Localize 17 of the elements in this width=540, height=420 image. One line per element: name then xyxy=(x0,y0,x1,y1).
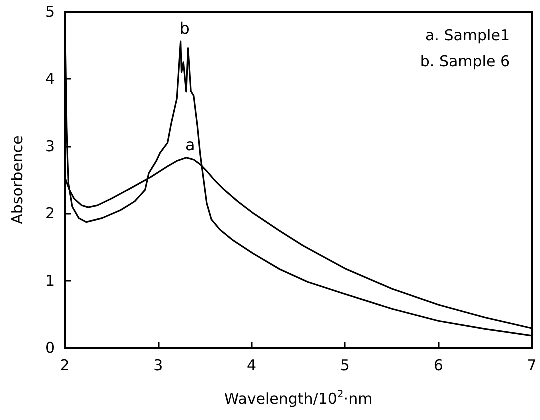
x-tick-label: 3 xyxy=(154,356,164,374)
x-tick-label: 4 xyxy=(247,356,257,374)
y-tick-label: 1 xyxy=(45,272,55,290)
x-tick-label: 6 xyxy=(434,356,444,374)
y-tick-label: 2 xyxy=(45,204,55,223)
x-tick-label: 7 xyxy=(527,356,537,374)
series-label: a xyxy=(186,135,196,154)
y-axis-title: Absorbence xyxy=(8,136,26,224)
annotation: b. Sample 6 xyxy=(420,52,510,70)
y-tick-label: 4 xyxy=(45,70,55,88)
x-tick-label: 2 xyxy=(60,356,70,374)
x-tick-label: 5 xyxy=(340,356,350,374)
y-tick-label: 5 xyxy=(45,3,55,21)
annotation: a. Sample1 xyxy=(425,26,510,44)
y-tick-label: 0 xyxy=(45,339,55,357)
y-tick-label: 3 xyxy=(45,137,55,156)
series-label: b xyxy=(180,19,190,38)
